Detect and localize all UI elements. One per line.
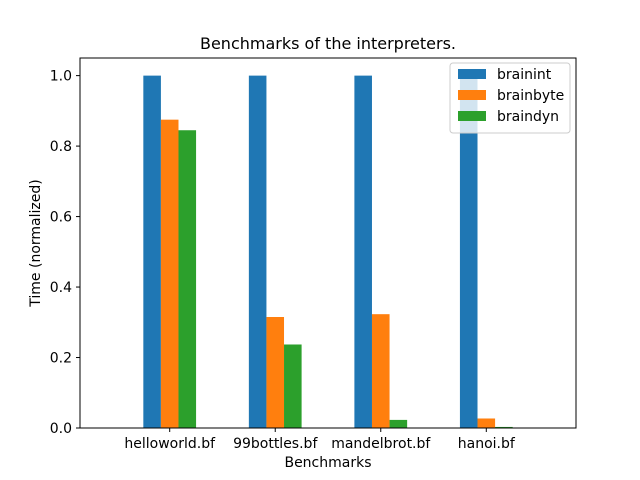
y-tick-label: 1.0 <box>50 69 72 85</box>
legend-swatch-braindyn <box>458 111 486 121</box>
y-tick-label: 0.4 <box>50 280 72 296</box>
bar-brainbyte-1 <box>266 317 285 428</box>
y-axis-label: Time (normalized) <box>28 179 44 307</box>
y-tick-label: 0.0 <box>50 421 72 437</box>
legend-label-braindyn: braindyn <box>497 109 559 125</box>
bar-brainbyte-0 <box>160 119 179 429</box>
bar-braindyn-0 <box>178 130 197 429</box>
y-tick-label: 0.6 <box>50 210 72 226</box>
legend-label-brainbyte: brainbyte <box>497 88 564 104</box>
bar-braindyn-2 <box>389 419 408 428</box>
x-tick-label: helloworld.bf <box>124 436 216 452</box>
plot-area <box>79 57 577 429</box>
legend-swatch-brainint <box>458 69 486 79</box>
x-tick-label: hanoi.bf <box>458 436 516 452</box>
legend: brainint brainbyte braindyn <box>449 62 571 134</box>
x-axis-label: Benchmarks <box>284 455 371 471</box>
bar-braindyn-1 <box>284 344 302 428</box>
y-axis: 0.0 0.2 0.4 0.6 0.8 1.0 <box>50 69 80 437</box>
plot-frame <box>79 57 577 429</box>
bar-brainint-0 <box>143 75 161 429</box>
y-tick-label: 0.8 <box>50 139 72 155</box>
x-axis: helloworld.bf 99bottles.bf mandelbrot.bf ha… <box>124 428 516 452</box>
bar-brainbyte-3 <box>477 418 496 428</box>
chart-title: Benchmarks of the interpreters. <box>200 34 456 53</box>
bar-brainbyte-2 <box>371 314 390 428</box>
y-tick-label: 0.2 <box>50 351 72 367</box>
bar-brainint-1 <box>248 75 267 429</box>
legend-swatch-brainbyte <box>458 90 486 100</box>
bar-braindyn-3 <box>495 426 513 428</box>
legend-label-brainint: brainint <box>497 67 552 83</box>
x-tick-label: mandelbrot.bf <box>331 436 431 452</box>
x-tick-label: 99bottles.bf <box>233 436 318 452</box>
bar-brainint-3 <box>459 75 478 429</box>
bar-brainint-2 <box>354 75 372 429</box>
bars-group <box>143 75 513 429</box>
